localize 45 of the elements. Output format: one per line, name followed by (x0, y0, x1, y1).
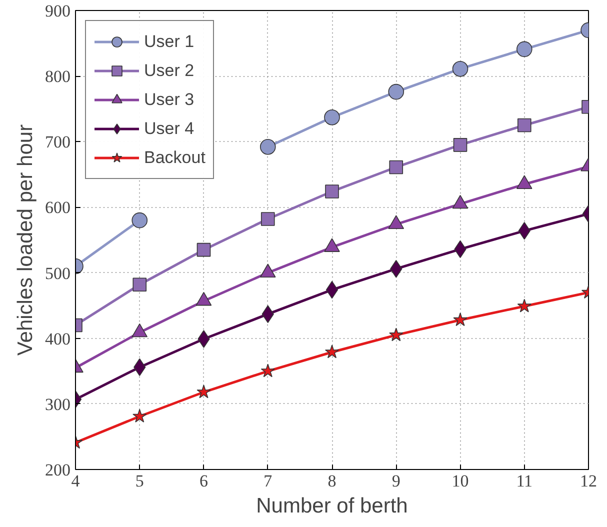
x-tick-label: 12 (580, 472, 597, 490)
point (324, 344, 340, 358)
x-tick-label: 9 (392, 472, 400, 490)
legend-label: User 2 (144, 60, 194, 80)
y-tick-label: 700 (45, 132, 70, 152)
point (260, 139, 276, 155)
x-tick-label: 4 (71, 472, 80, 490)
point (196, 242, 211, 257)
x-tick-label: 7 (264, 472, 273, 490)
x-tick-label: 10 (452, 472, 469, 490)
y-tick-label: 400 (45, 329, 70, 348)
point (324, 109, 340, 126)
point (326, 280, 338, 299)
x-tick-label: 5 (135, 472, 144, 490)
point (388, 84, 404, 100)
y-tick-label: 900 (45, 2, 70, 20)
point (260, 364, 275, 378)
legend-label: User 1 (144, 32, 194, 52)
y-tick-label: 200 (45, 460, 70, 480)
point (389, 160, 404, 174)
x-tick-label: 11 (516, 472, 533, 490)
y-axis-title: Vehicles loaded per hour (14, 124, 37, 356)
point (196, 384, 211, 398)
point (260, 212, 275, 226)
point (453, 138, 468, 152)
y-tick-label: 600 (45, 198, 70, 218)
x-tick-label: 6 (200, 472, 208, 490)
y-tick-label: 500 (45, 264, 70, 283)
legend-label: User 4 (144, 118, 194, 138)
point (132, 278, 147, 292)
point (453, 312, 468, 326)
point (516, 41, 532, 58)
point (325, 184, 339, 198)
point (517, 298, 532, 312)
point (389, 328, 404, 342)
y-tick-label: 800 (45, 67, 70, 86)
legend-label: Backout (144, 148, 206, 168)
legend-label: User 3 (144, 90, 194, 110)
point (132, 212, 148, 228)
point (452, 60, 468, 77)
point (517, 118, 532, 132)
x-axis-title: Number of berth (256, 494, 408, 518)
y-tick-label: 300 (45, 394, 70, 414)
point (132, 408, 147, 422)
x-tick-label: 8 (328, 472, 336, 490)
